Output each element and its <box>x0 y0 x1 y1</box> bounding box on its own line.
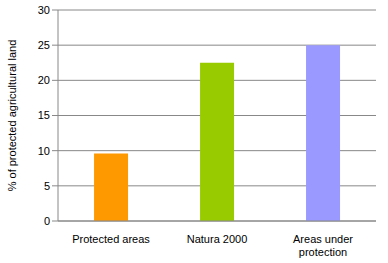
svg-text:Areas underprotection: Areas underprotection <box>293 233 353 258</box>
svg-text:0: 0 <box>44 215 50 227</box>
svg-text:% of protected agricultural la: % of protected agricultural land <box>8 40 18 192</box>
svg-text:25: 25 <box>38 39 50 51</box>
svg-text:Protected areas: Protected areas <box>72 233 150 245</box>
svg-text:5: 5 <box>44 180 50 192</box>
svg-text:20: 20 <box>38 74 50 86</box>
svg-text:10: 10 <box>38 145 50 157</box>
svg-text:15: 15 <box>38 109 50 121</box>
svg-text:Natura 2000: Natura 2000 <box>187 233 248 245</box>
svg-text:30: 30 <box>38 4 50 16</box>
